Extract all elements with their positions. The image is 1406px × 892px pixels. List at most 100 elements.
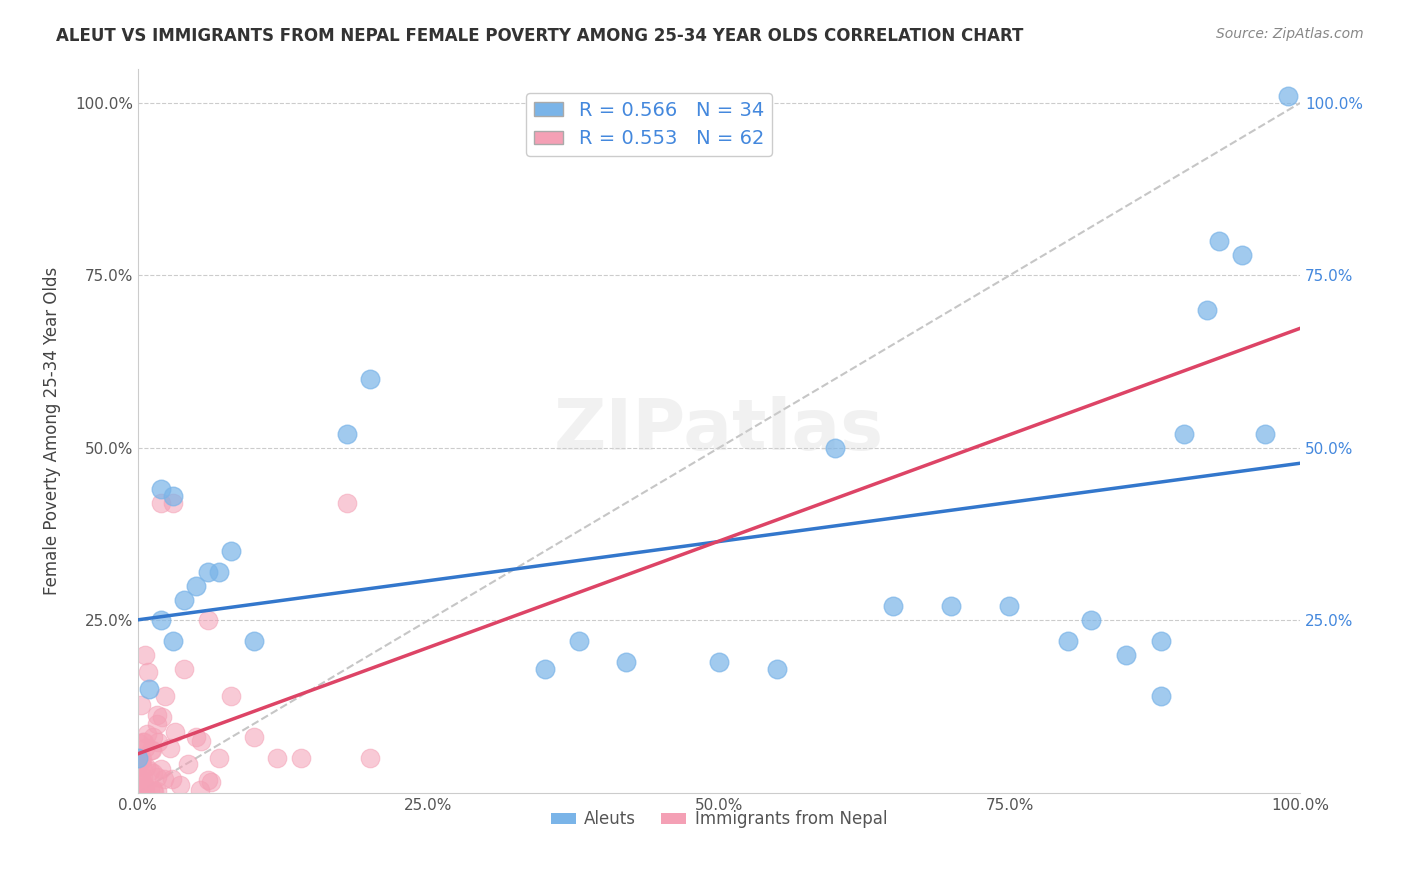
Point — [142, 783, 165, 797]
Point — [614, 655, 637, 669]
Point — [359, 751, 381, 765]
Point — [152, 772, 174, 786]
Point — [146, 784, 169, 798]
Point — [336, 427, 359, 442]
Point — [131, 698, 153, 712]
Point — [1230, 248, 1253, 262]
Point — [190, 734, 212, 748]
Point — [128, 782, 150, 797]
Point — [1254, 427, 1277, 442]
Point — [1277, 89, 1299, 103]
Point — [150, 496, 173, 510]
Point — [128, 736, 150, 750]
Point — [336, 496, 359, 510]
Point — [173, 592, 195, 607]
Point — [1173, 427, 1195, 442]
Point — [132, 771, 155, 785]
Point — [1195, 302, 1218, 317]
Point — [882, 599, 904, 614]
Point — [149, 762, 172, 776]
Point — [243, 634, 266, 648]
Point — [200, 774, 222, 789]
Point — [136, 665, 159, 680]
Point — [197, 613, 219, 627]
Point — [219, 689, 242, 703]
Point — [208, 565, 231, 579]
Point — [138, 783, 160, 797]
Point — [162, 489, 184, 503]
Point — [128, 781, 150, 796]
Point — [139, 743, 162, 757]
Point — [165, 724, 187, 739]
Point — [134, 780, 156, 795]
Point — [1149, 634, 1171, 648]
Point — [1080, 613, 1102, 627]
Point — [533, 661, 555, 675]
Point — [142, 766, 165, 780]
Point — [131, 758, 153, 772]
Point — [998, 599, 1021, 614]
Point — [568, 634, 591, 648]
Point — [197, 772, 219, 787]
Point — [134, 785, 156, 799]
Point — [131, 774, 153, 789]
Point — [159, 740, 181, 755]
Point — [146, 717, 169, 731]
Point — [134, 740, 156, 755]
Point — [142, 730, 165, 744]
Point — [131, 781, 153, 796]
Point — [155, 689, 177, 703]
Text: ALEUT VS IMMIGRANTS FROM NEPAL FEMALE POVERTY AMONG 25-34 YEAR OLDS CORRELATION : ALEUT VS IMMIGRANTS FROM NEPAL FEMALE PO… — [56, 27, 1024, 45]
Point — [141, 742, 163, 756]
Point — [188, 783, 211, 797]
Point — [131, 752, 153, 766]
Point — [129, 750, 152, 764]
Point — [138, 682, 160, 697]
Point — [135, 760, 157, 774]
Point — [127, 769, 149, 783]
Text: Source: ZipAtlas.com: Source: ZipAtlas.com — [1216, 27, 1364, 41]
Point — [162, 772, 184, 786]
Point — [177, 757, 200, 772]
Point — [824, 441, 846, 455]
Point — [146, 734, 169, 748]
Point — [129, 778, 152, 792]
Point — [184, 579, 207, 593]
Point — [707, 655, 730, 669]
Point — [173, 661, 195, 675]
Point — [162, 496, 184, 510]
Point — [219, 544, 242, 558]
Point — [150, 710, 173, 724]
Text: ZIPatlas: ZIPatlas — [554, 396, 884, 465]
Point — [150, 613, 173, 627]
Point — [128, 772, 150, 786]
Point — [134, 735, 156, 749]
Point — [169, 778, 191, 792]
Point — [145, 770, 167, 784]
Point — [290, 751, 312, 765]
Point — [1149, 689, 1171, 703]
Point — [766, 661, 789, 675]
Point — [139, 764, 162, 778]
Point — [162, 634, 184, 648]
Point — [136, 727, 159, 741]
Point — [150, 482, 173, 496]
Y-axis label: Female Poverty Among 25-34 Year Olds: Female Poverty Among 25-34 Year Olds — [44, 267, 60, 595]
Point — [1056, 634, 1078, 648]
Point — [1115, 648, 1137, 662]
Point — [127, 751, 149, 765]
Point — [197, 565, 219, 579]
Point — [941, 599, 963, 614]
Point — [131, 754, 153, 768]
Point — [266, 751, 288, 765]
Point — [146, 708, 169, 723]
Point — [359, 372, 381, 386]
Point — [243, 731, 266, 745]
Point — [129, 781, 152, 796]
Point — [143, 785, 166, 799]
Legend: Aleuts, Immigrants from Nepal: Aleuts, Immigrants from Nepal — [544, 804, 894, 835]
Point — [134, 648, 156, 662]
Point — [1208, 234, 1230, 248]
Point — [131, 735, 153, 749]
Point — [208, 751, 231, 765]
